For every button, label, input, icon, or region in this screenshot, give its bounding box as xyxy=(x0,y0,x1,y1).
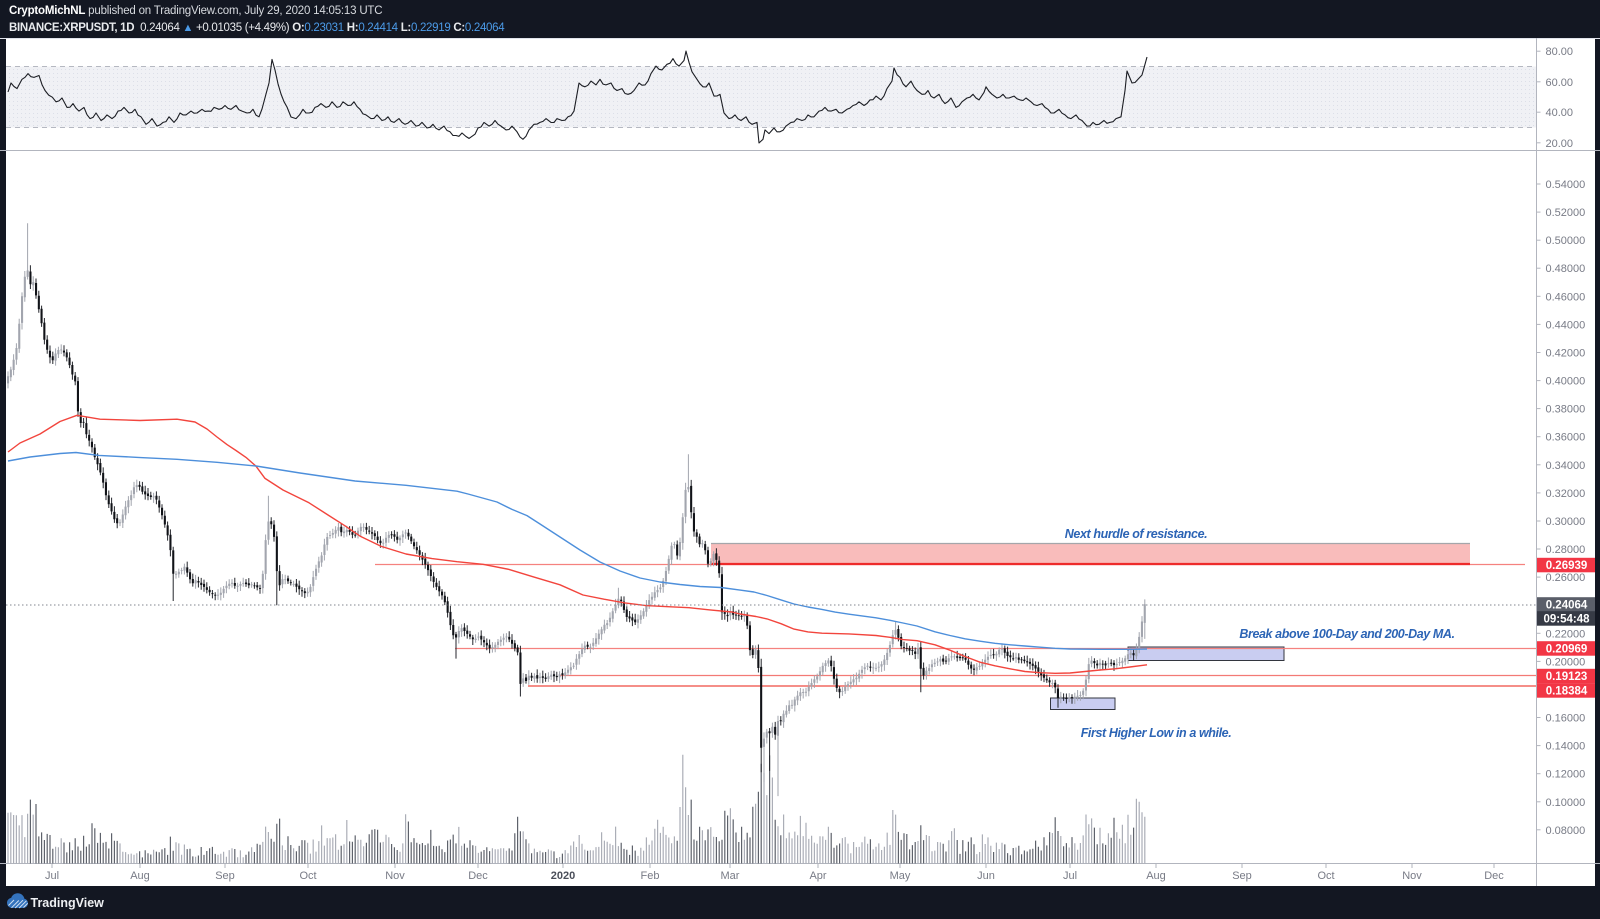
svg-text:0.42000: 0.42000 xyxy=(1546,348,1586,360)
svg-text:0.30000: 0.30000 xyxy=(1546,516,1586,528)
svg-text:Sep: Sep xyxy=(215,870,235,882)
svg-text:0.22000: 0.22000 xyxy=(1546,628,1586,640)
svg-text:20.00: 20.00 xyxy=(1546,138,1574,150)
svg-text:0.19123: 0.19123 xyxy=(1546,671,1588,683)
svg-text:0.16000: 0.16000 xyxy=(1546,713,1586,725)
svg-text:0.18384: 0.18384 xyxy=(1546,686,1588,698)
svg-text:80.00: 80.00 xyxy=(1546,46,1574,58)
svg-text:0.54000: 0.54000 xyxy=(1546,179,1586,191)
svg-text:Apr: Apr xyxy=(809,870,826,882)
svg-text:0.44000: 0.44000 xyxy=(1546,319,1586,331)
svg-text:Dec: Dec xyxy=(1484,870,1504,882)
svg-text:Feb: Feb xyxy=(641,870,660,882)
svg-text:Mar: Mar xyxy=(721,870,740,882)
svg-text:0.38000: 0.38000 xyxy=(1546,404,1586,416)
svg-text:May: May xyxy=(890,870,911,882)
svg-text:0.48000: 0.48000 xyxy=(1546,263,1586,275)
svg-text:Jul: Jul xyxy=(1063,870,1077,882)
svg-text:Break above 100-Day and 200-Da: Break above 100-Day and 200-Day MA. xyxy=(1239,627,1454,641)
svg-text:Oct: Oct xyxy=(299,870,316,882)
svg-text:Dec: Dec xyxy=(468,870,488,882)
svg-text:0.14000: 0.14000 xyxy=(1546,741,1586,753)
svg-text:Sep: Sep xyxy=(1232,870,1252,882)
svg-text:CryptoMichNL published on Trad: CryptoMichNL published on TradingView.co… xyxy=(9,5,382,17)
svg-text:BINANCE:XRPUSDT, 1D 0.24064 ▲: BINANCE:XRPUSDT, 1D 0.24064 ▲ +0.01035 (… xyxy=(9,22,505,34)
svg-text:Next hurdle of resistance.: Next hurdle of resistance. xyxy=(1065,527,1207,541)
svg-text:Oct: Oct xyxy=(1317,870,1334,882)
svg-text:0.52000: 0.52000 xyxy=(1546,207,1586,219)
svg-text:0.50000: 0.50000 xyxy=(1546,235,1586,247)
svg-text:60.00: 60.00 xyxy=(1546,77,1574,89)
svg-text:0.20000: 0.20000 xyxy=(1546,656,1586,668)
svg-text:40.00: 40.00 xyxy=(1546,107,1574,119)
svg-text:0.12000: 0.12000 xyxy=(1546,769,1586,781)
svg-text:09:54:48: 09:54:48 xyxy=(1543,614,1590,626)
svg-text:0.24064: 0.24064 xyxy=(1546,600,1588,612)
svg-text:0.28000: 0.28000 xyxy=(1546,544,1586,556)
svg-text:0.26939: 0.26939 xyxy=(1546,560,1588,572)
svg-text:Aug: Aug xyxy=(130,870,150,882)
svg-text:0.36000: 0.36000 xyxy=(1546,432,1586,444)
svg-text:0.10000: 0.10000 xyxy=(1546,797,1586,809)
svg-text:0.20969: 0.20969 xyxy=(1546,644,1588,656)
svg-text:0.26000: 0.26000 xyxy=(1546,572,1586,584)
svg-text:Aug: Aug xyxy=(1146,870,1166,882)
svg-text:Nov: Nov xyxy=(385,870,405,882)
svg-text:0.34000: 0.34000 xyxy=(1546,460,1586,472)
svg-text:TradingView: TradingView xyxy=(31,896,105,910)
svg-text:Jul: Jul xyxy=(45,870,59,882)
svg-text:Jun: Jun xyxy=(977,870,995,882)
svg-text:2020: 2020 xyxy=(551,870,575,882)
svg-text:First Higher Low in a while.: First Higher Low in a while. xyxy=(1081,726,1232,740)
svg-text:Nov: Nov xyxy=(1402,870,1422,882)
svg-text:0.40000: 0.40000 xyxy=(1546,376,1586,388)
svg-text:0.32000: 0.32000 xyxy=(1546,488,1586,500)
svg-text:0.08000: 0.08000 xyxy=(1546,825,1586,837)
svg-text:0.46000: 0.46000 xyxy=(1546,291,1586,303)
